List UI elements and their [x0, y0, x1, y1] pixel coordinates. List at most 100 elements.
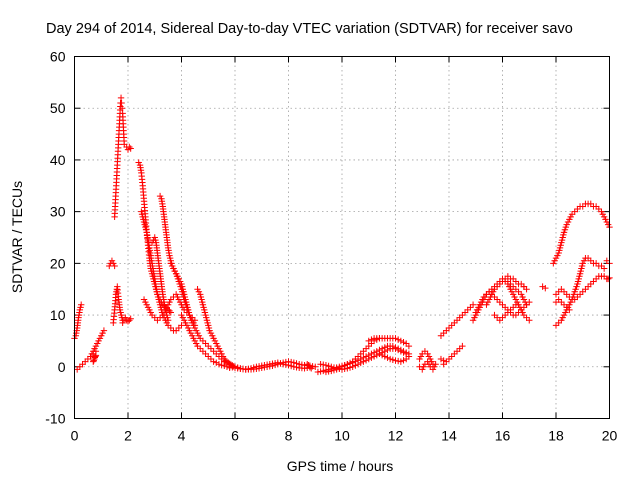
data-point [287, 362, 295, 370]
data-point [394, 336, 402, 343]
data-point [392, 345, 399, 352]
data-point [437, 355, 445, 363]
data-point [277, 360, 284, 367]
data-point [459, 342, 466, 350]
x-tick-label: 8 [285, 428, 293, 444]
y-tick-label: 50 [50, 100, 66, 116]
data-point [231, 364, 239, 372]
data-point [384, 346, 391, 354]
data-point [269, 360, 276, 367]
data-point [314, 368, 322, 376]
data-point [397, 337, 405, 345]
data-point [400, 349, 407, 356]
data-point [166, 307, 173, 315]
data-point [127, 145, 134, 152]
data-point [229, 364, 236, 371]
data-point [234, 365, 241, 372]
data-track [437, 355, 447, 364]
data-point [325, 362, 332, 370]
data-point [373, 351, 380, 359]
data-point [223, 359, 231, 367]
data-point [392, 357, 399, 364]
data-point [368, 336, 375, 343]
data-track [539, 283, 549, 292]
x-tick-label: 20 [602, 428, 618, 444]
data-point [328, 367, 335, 375]
data-point [344, 361, 351, 368]
data-point [312, 363, 319, 370]
data-point [325, 368, 332, 375]
plot-frame [74, 56, 610, 419]
data-point [242, 366, 249, 373]
data-track [552, 296, 573, 314]
data-point [539, 283, 546, 290]
data-point [306, 363, 314, 370]
data-point [365, 337, 372, 345]
data-point [245, 365, 252, 373]
data-track [119, 314, 134, 327]
x-tick-label: 16 [495, 428, 511, 444]
data-track [106, 257, 118, 270]
data-point [512, 301, 520, 308]
data-point [405, 353, 413, 360]
data-point [111, 262, 118, 270]
data-point [386, 355, 394, 363]
data-point [389, 356, 397, 364]
data-point [397, 348, 405, 355]
data-point [210, 358, 217, 365]
data-point [301, 365, 308, 372]
data-point [126, 317, 133, 324]
data-point [542, 284, 549, 292]
chart-title: Day 294 of 2014, Sidereal Day-to-day VTE… [46, 21, 573, 37]
data-point [354, 361, 362, 368]
data-point [432, 361, 439, 368]
data-track [87, 327, 108, 360]
data-point [526, 298, 533, 306]
y-tick-label: 10 [50, 307, 66, 323]
data-point [600, 265, 608, 272]
y-tick-label: 40 [50, 152, 66, 168]
data-point [117, 94, 125, 102]
data-point [400, 357, 407, 364]
data-point [247, 365, 255, 372]
data-point [282, 361, 290, 368]
data-point [357, 359, 364, 367]
data-point [365, 355, 372, 363]
data-track [304, 361, 315, 372]
data-point [178, 322, 185, 329]
data-point [290, 363, 298, 370]
x-axis-label: GPS time / hours [287, 458, 394, 474]
y-tick-label: 20 [50, 255, 66, 271]
data-track [365, 335, 413, 350]
data-point [308, 365, 315, 372]
data-point [100, 327, 108, 334]
data-track [148, 234, 172, 324]
data-point [279, 361, 287, 368]
data-point [376, 350, 383, 358]
data-point [392, 335, 399, 342]
data-track [178, 311, 233, 372]
data-track [491, 301, 520, 324]
data-point [90, 357, 97, 364]
data-point [77, 301, 85, 308]
data-point [370, 353, 378, 360]
data-point [384, 354, 391, 361]
data-point [226, 363, 233, 370]
data-point [218, 362, 225, 369]
data-point [253, 363, 260, 370]
data-track [483, 278, 533, 324]
data-point [469, 301, 477, 308]
y-axis-label: SDTVAR / TECUs [9, 181, 25, 293]
data-point [352, 362, 359, 369]
data-point [320, 367, 327, 375]
data-point [230, 363, 237, 370]
data-point [92, 353, 99, 360]
data-point [368, 354, 375, 361]
data-point [263, 361, 271, 368]
data-point [362, 357, 370, 364]
data-point [317, 368, 324, 375]
x-tick-label: 12 [388, 428, 404, 444]
data-track [138, 208, 185, 334]
